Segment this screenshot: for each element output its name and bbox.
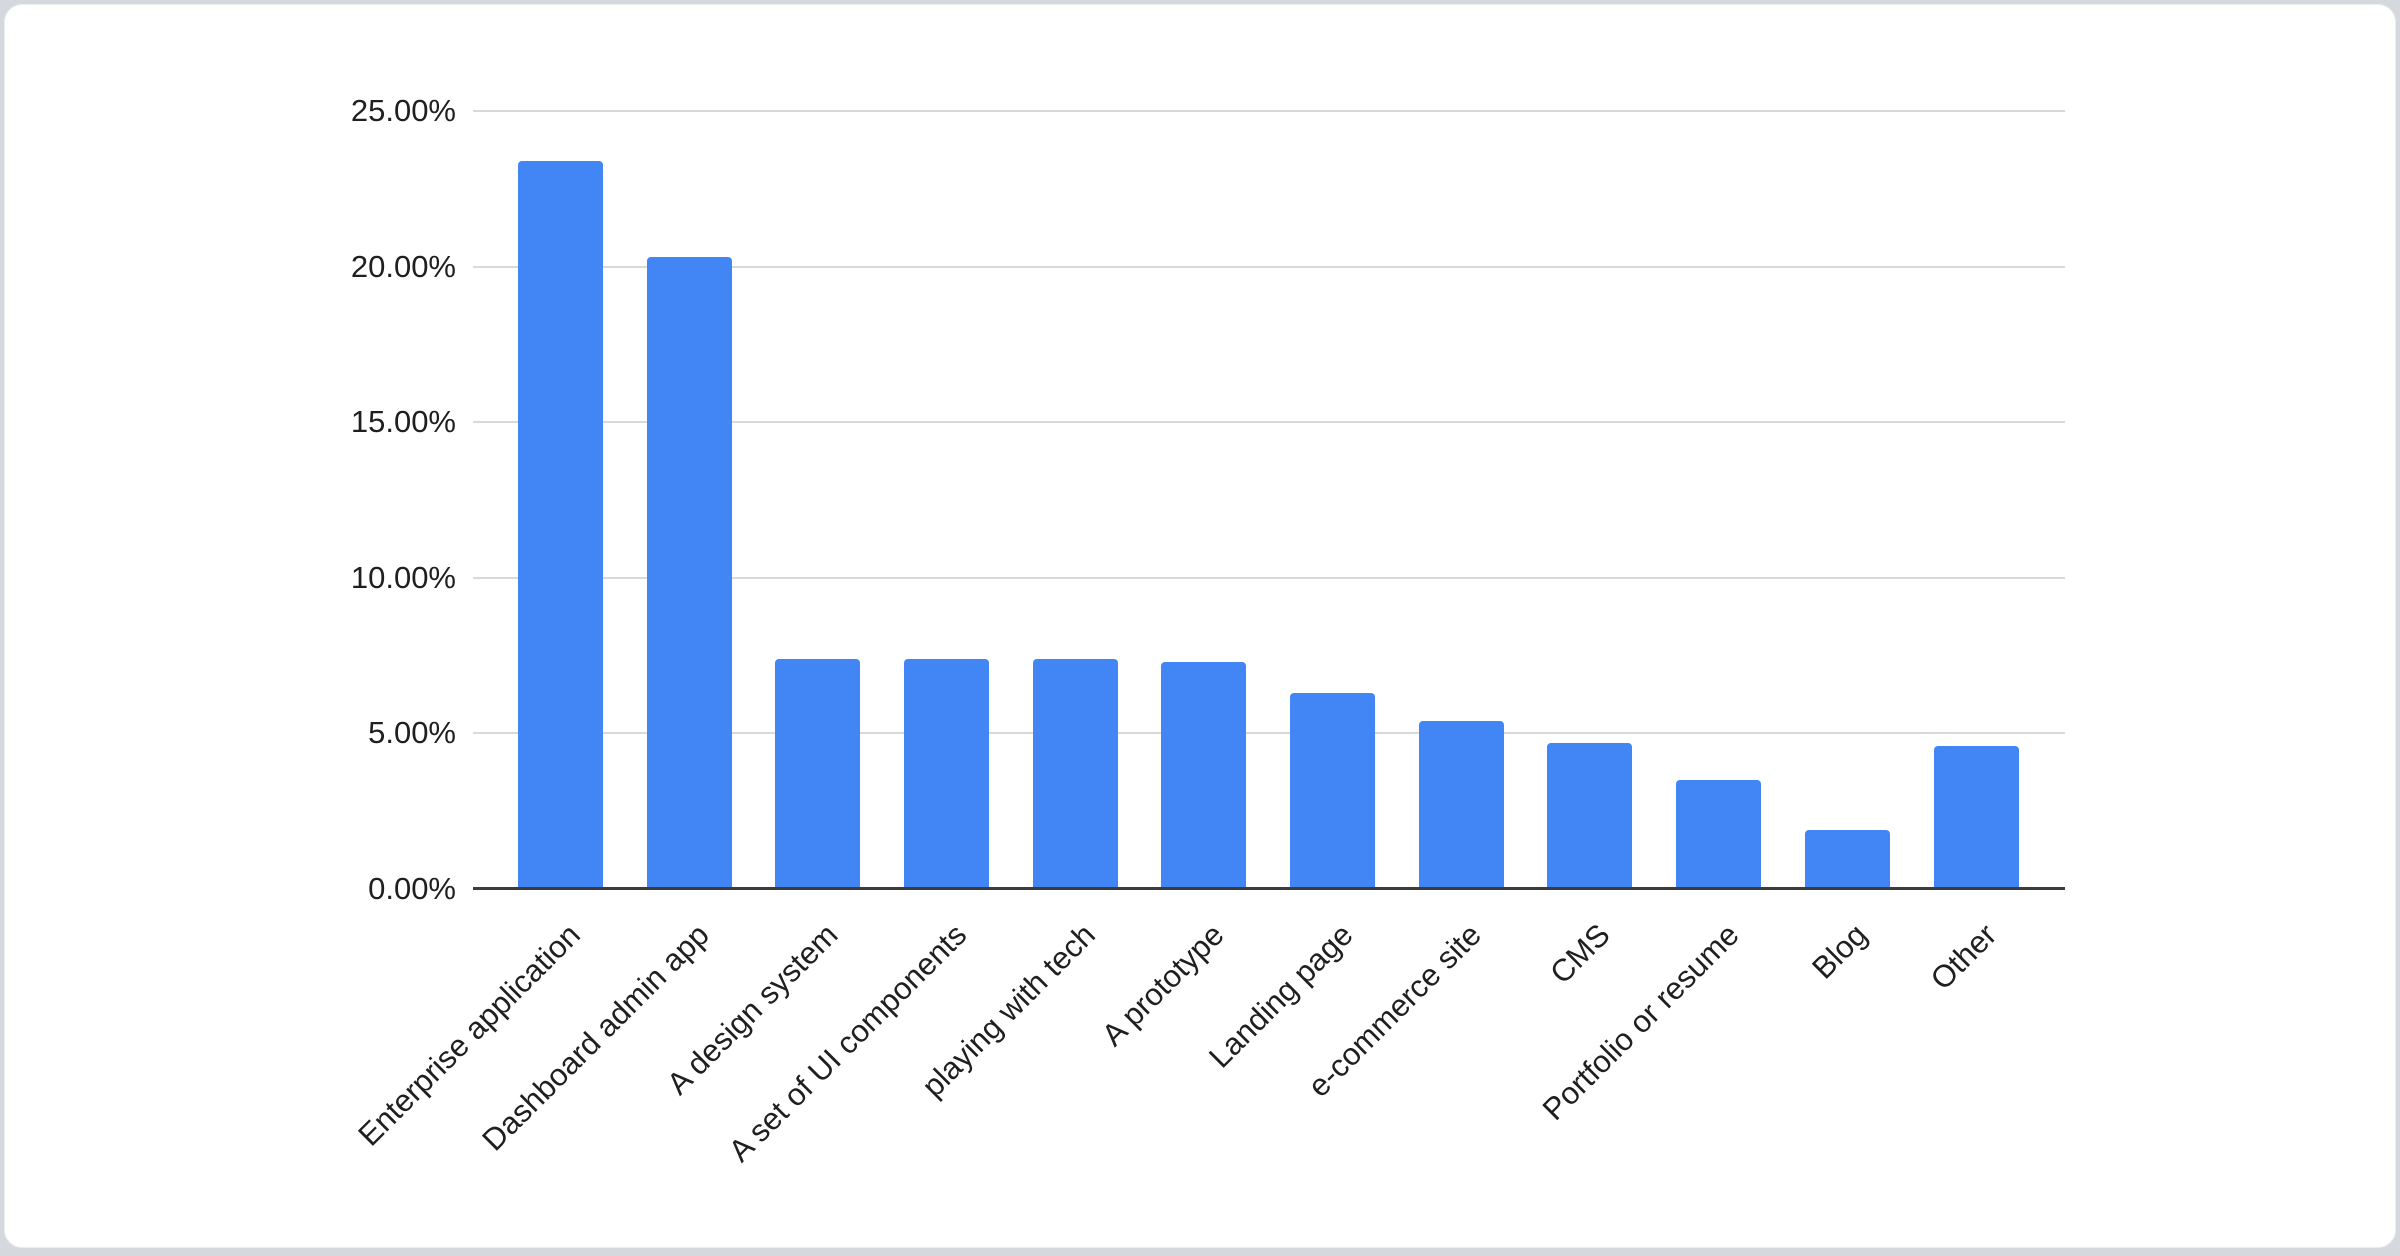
bar <box>1032 658 1118 889</box>
bar <box>517 160 603 889</box>
gridline <box>473 576 2065 579</box>
bar <box>775 658 861 889</box>
x-axis-category-label: A prototype <box>1094 917 1231 1053</box>
bar-chart: 0.00% 5.00% 10.00% 15.00% 20.00% 25.00% Enterp… <box>5 5 2395 1247</box>
x-axis-category-label: Blog <box>1805 917 1875 986</box>
bar <box>1161 661 1247 889</box>
x-axis-category-label: Dashboard admin app <box>475 917 716 1158</box>
y-axis-tick-label: 5.00% <box>368 715 456 751</box>
y-axis-tick-label: 10.00% <box>350 559 456 595</box>
y-axis-tick-label: 15.00% <box>350 404 456 440</box>
bar <box>903 658 989 889</box>
chart-card: 0.00% 5.00% 10.00% 15.00% 20.00% 25.00% Enterp… <box>4 4 2396 1248</box>
bar <box>1290 692 1376 889</box>
gridline <box>473 421 2065 424</box>
y-axis-tick-label: 20.00% <box>350 248 456 284</box>
gridline <box>473 732 2065 735</box>
x-axis-line <box>473 887 2065 890</box>
x-axis-category-label: A set of UI components <box>721 917 974 1169</box>
x-axis-category-label: Other <box>1923 917 2003 997</box>
y-axis-tick-label: 25.00% <box>350 93 456 128</box>
x-axis-category-label: Enterprise application <box>351 917 588 1153</box>
bar <box>1547 742 1633 889</box>
bar <box>1676 780 1762 889</box>
bar <box>1933 745 2019 889</box>
bar <box>1804 829 1890 889</box>
y-axis-tick-label: 0.00% <box>368 871 456 906</box>
bar <box>646 257 732 889</box>
gridline <box>473 265 2065 268</box>
gridline <box>473 110 2065 112</box>
bar <box>1418 720 1504 889</box>
x-axis-category-label: CMS <box>1543 917 1617 991</box>
